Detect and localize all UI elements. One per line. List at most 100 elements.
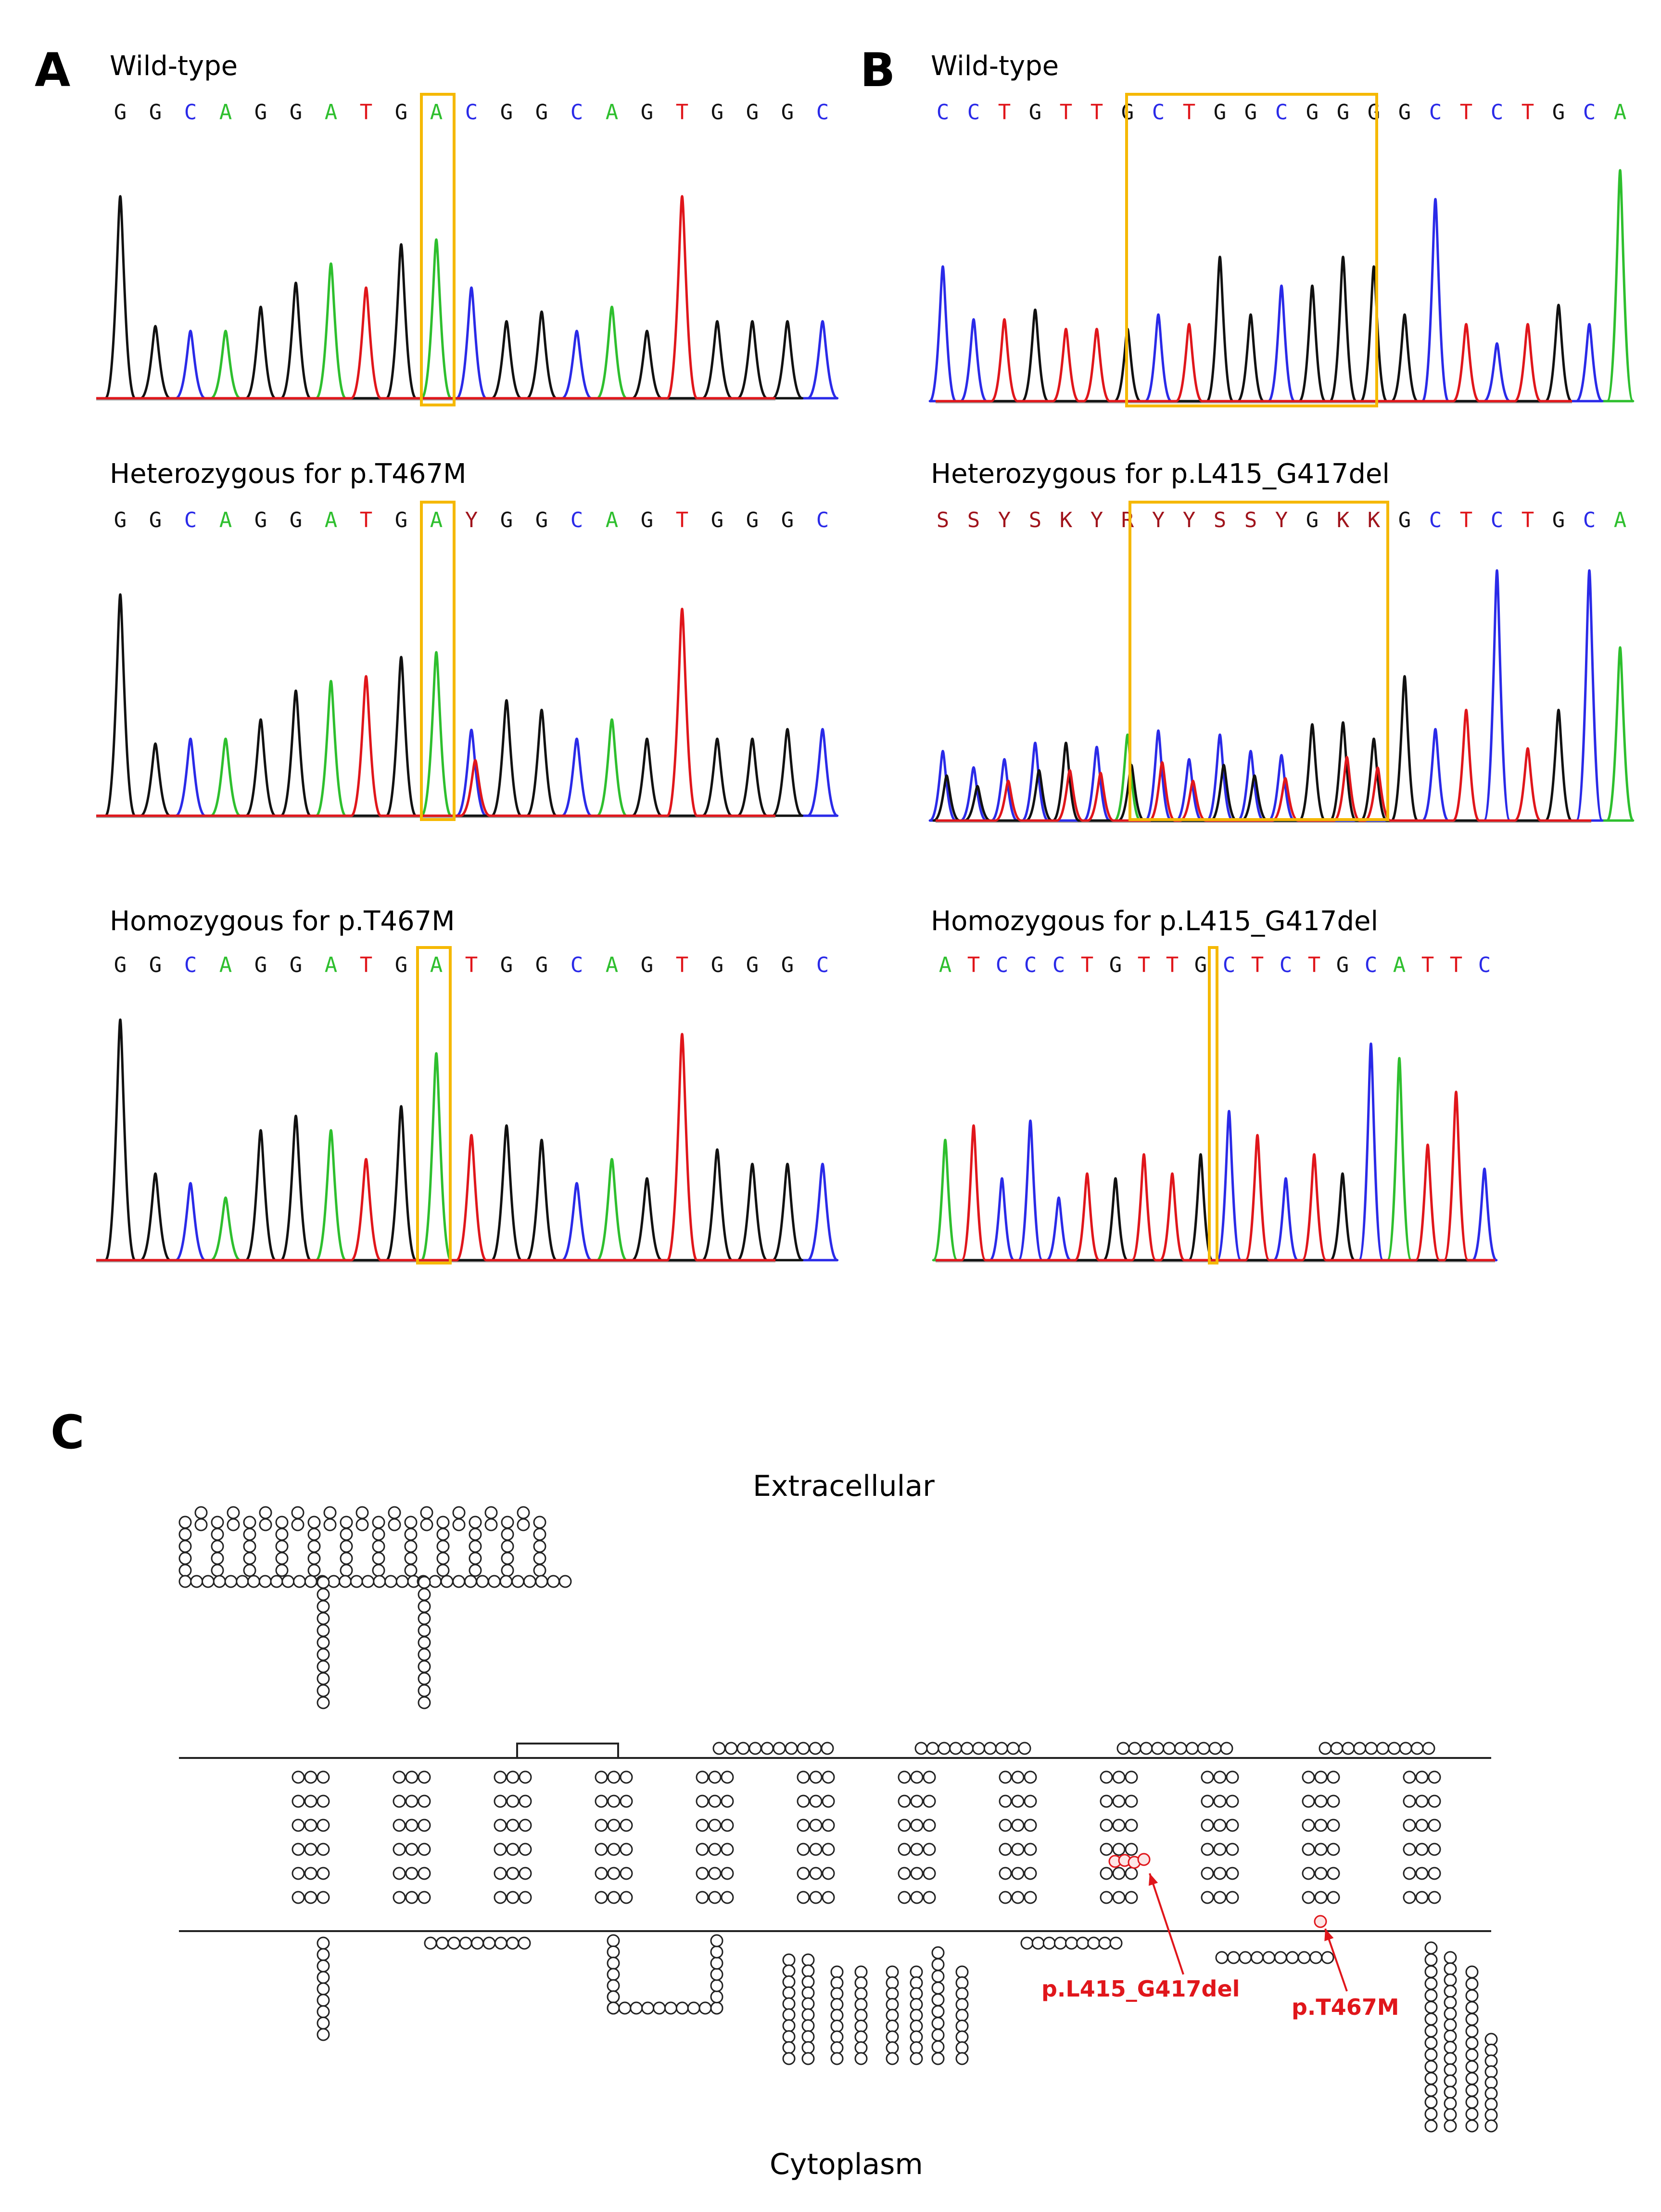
residue [710, 1968, 723, 1981]
base-letter: K [1336, 508, 1350, 532]
residue [523, 1575, 536, 1588]
residue [1011, 1843, 1025, 1856]
residue [178, 1575, 192, 1588]
base-letter: G [114, 100, 127, 125]
residue [854, 1976, 868, 1989]
residue [469, 1552, 482, 1565]
residue [405, 1891, 418, 1904]
residue [1415, 1867, 1429, 1880]
residue [1444, 2018, 1457, 2032]
base-letter: C [1429, 508, 1442, 532]
residue [1424, 1953, 1438, 1967]
residue [931, 2052, 945, 2065]
residue [1465, 2072, 1479, 2086]
residue [317, 1891, 330, 1904]
residue [307, 1540, 321, 1553]
residue [1424, 2072, 1438, 2085]
residue [511, 1575, 525, 1588]
residue [721, 1867, 734, 1880]
residue [469, 1540, 482, 1553]
panel-a-letter: A [35, 43, 71, 97]
residue [420, 1518, 433, 1531]
residue [1444, 2063, 1457, 2076]
base-letter: C [816, 100, 829, 125]
residue [931, 2040, 945, 2054]
residue [822, 1843, 835, 1856]
residue [1424, 2000, 1438, 2014]
residue [482, 1936, 496, 1950]
residue [1465, 1965, 1479, 1979]
residue [1065, 1936, 1078, 1950]
residue [1314, 1770, 1328, 1784]
residue [910, 1998, 923, 2011]
residue [275, 1516, 289, 1529]
trace-c [96, 1163, 839, 1262]
residue [938, 1742, 951, 1755]
residue [1087, 1936, 1101, 1950]
residue [440, 1575, 454, 1588]
residue [653, 2001, 666, 2015]
residue [607, 1843, 621, 1856]
residue [822, 1819, 835, 1832]
residue [317, 1624, 330, 1637]
residue [1011, 1867, 1025, 1880]
residue [178, 1540, 192, 1553]
residue [886, 1987, 899, 2000]
residue [1353, 1742, 1367, 1755]
trace-a [936, 169, 1635, 403]
residue [317, 1600, 330, 1613]
residue [519, 1843, 532, 1856]
base-letter: G [500, 508, 513, 532]
residue [809, 1819, 823, 1832]
residue [1024, 1867, 1037, 1880]
base-letter: G [1336, 100, 1350, 125]
residue [1250, 1951, 1264, 1964]
residue [1424, 2024, 1438, 2038]
residue [898, 1867, 911, 1880]
residue [1215, 1951, 1229, 1964]
residue [1112, 1891, 1126, 1904]
residue [211, 1528, 224, 1541]
residue [618, 2001, 632, 2015]
base-letter: T [359, 953, 373, 977]
residue [339, 1575, 352, 1588]
residue [317, 1648, 330, 1661]
residue [923, 1770, 936, 1784]
residue [782, 1953, 796, 1967]
residue [696, 1770, 709, 1784]
base-letter: G [394, 953, 408, 977]
residue [420, 1506, 433, 1519]
base-letter: C [1364, 953, 1378, 977]
arrow-l415-g417del [1149, 1873, 1184, 1975]
residue [436, 1516, 450, 1529]
residue [809, 1795, 823, 1808]
residue [1403, 1867, 1416, 1880]
highlight-box [416, 946, 452, 1264]
residue [1100, 1770, 1113, 1784]
trace-t [936, 1090, 1495, 1262]
residue [1465, 2012, 1479, 2026]
residue [961, 1742, 974, 1755]
cytoplasm-label: Cytoplasm [770, 2148, 923, 2181]
residue [317, 1971, 330, 1984]
residue [830, 1987, 844, 2000]
base-letter: G [114, 953, 127, 977]
residue [393, 1867, 406, 1880]
residue [388, 1518, 401, 1531]
residue [595, 1867, 608, 1880]
trace-c [936, 1042, 1498, 1262]
trace-a [96, 651, 775, 817]
base-letter: G [254, 953, 267, 977]
residue [494, 1795, 507, 1808]
base-letter: A [605, 508, 619, 532]
base-letter: Y [998, 508, 1011, 532]
residue [955, 2041, 969, 2054]
base-letter: C [465, 100, 478, 125]
residue [1220, 1742, 1233, 1755]
residue [535, 1575, 548, 1588]
residue [1465, 2036, 1479, 2050]
residue [1098, 1936, 1112, 1950]
base-letter: T [1251, 953, 1264, 977]
